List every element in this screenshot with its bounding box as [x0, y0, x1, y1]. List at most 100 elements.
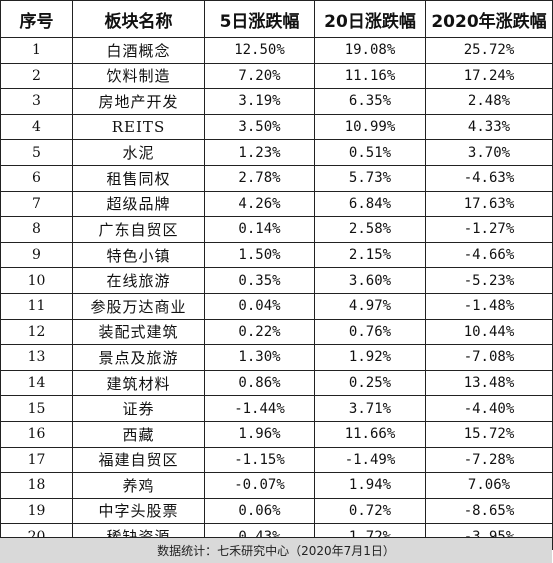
table-row: 19 中字头股票 0.06% 0.72% -8.65%	[0, 497, 553, 525]
cell-index: 7	[0, 190, 73, 218]
header-20day-change: 20日涨跌幅	[314, 0, 426, 38]
cell-20day-change: 0.76%	[314, 318, 426, 346]
cell-5day-change: 0.35%	[204, 267, 315, 294]
cell-index: 18	[0, 472, 73, 499]
cell-index: 16	[0, 420, 73, 448]
cell-5day-change: -1.44%	[204, 395, 315, 422]
cell-sector-name: 房地产开发	[72, 88, 205, 115]
cell-5day-change: 7.20%	[204, 62, 315, 90]
cell-index: 3	[0, 88, 73, 115]
cell-index: 2	[0, 62, 73, 90]
header-5day-change: 5日涨跌幅	[204, 0, 315, 38]
cell-index: 9	[0, 241, 73, 269]
cell-5day-change: 3.19%	[204, 88, 315, 115]
table-row: 15 证券 -1.44% 3.71% -4.40%	[0, 395, 553, 422]
source-footer: 数据统计：七禾研究中心（2020年7月1日）	[0, 537, 552, 563]
cell-5day-change: 3.50%	[204, 113, 315, 141]
cell-5day-change: 0.04%	[204, 292, 315, 320]
cell-20day-change: 0.72%	[314, 497, 426, 525]
table-row: 3 房地产开发 3.19% 6.35% 2.48%	[0, 88, 553, 115]
cell-2020-change: 25.72%	[425, 37, 553, 64]
cell-sector-name: REITS	[72, 113, 205, 141]
table-row: 9 特色小镇 1.50% 2.15% -4.66%	[0, 241, 553, 269]
cell-20day-change: 1.92%	[314, 344, 426, 371]
table-row: 4 REITS 3.50% 10.99% 4.33%	[0, 113, 553, 141]
cell-2020-change: 4.33%	[425, 113, 553, 141]
cell-20day-change: 10.99%	[314, 113, 426, 141]
cell-index: 8	[0, 216, 73, 243]
cell-5day-change: 0.22%	[204, 318, 315, 346]
cell-2020-change: 13.48%	[425, 369, 553, 397]
table-row: 11 参股万达商业 0.04% 4.97% -1.48%	[0, 292, 553, 320]
cell-sector-name: 参股万达商业	[72, 292, 205, 320]
cell-2020-change: -1.27%	[425, 216, 553, 243]
cell-2020-change: -8.65%	[425, 497, 553, 525]
cell-2020-change: 10.44%	[425, 318, 553, 346]
cell-20day-change: 11.16%	[314, 62, 426, 90]
cell-20day-change: 11.66%	[314, 420, 426, 448]
cell-20day-change: 6.35%	[314, 88, 426, 115]
cell-5day-change: 12.50%	[204, 37, 315, 64]
cell-2020-change: 3.70%	[425, 139, 553, 166]
cell-index: 15	[0, 395, 73, 422]
cell-index: 19	[0, 497, 73, 525]
cell-index: 6	[0, 164, 73, 192]
cell-20day-change: 3.60%	[314, 267, 426, 294]
sector-performance-table: 序号 板块名称 5日涨跌幅 20日涨跌幅 2020年涨跌幅 1 白酒概念 12.50…	[0, 0, 553, 550]
cell-5day-change: 0.86%	[204, 369, 315, 397]
table-row: 6 租售同权 2.78% 5.73% -4.63%	[0, 164, 553, 192]
cell-20day-change: 19.08%	[314, 37, 426, 64]
cell-20day-change: 2.58%	[314, 216, 426, 243]
table-row: 18 养鸡 -0.07% 1.94% 7.06%	[0, 472, 553, 499]
cell-5day-change: 4.26%	[204, 190, 315, 218]
cell-sector-name: 水泥	[72, 139, 205, 166]
cell-index: 11	[0, 292, 73, 320]
cell-20day-change: 4.97%	[314, 292, 426, 320]
cell-2020-change: -4.40%	[425, 395, 553, 422]
cell-sector-name: 中字头股票	[72, 497, 205, 525]
table-row: 2 饮料制造 7.20% 11.16% 17.24%	[0, 62, 553, 90]
header-row: 序号 板块名称 5日涨跌幅 20日涨跌幅 2020年涨跌幅	[0, 0, 553, 38]
cell-2020-change: 17.63%	[425, 190, 553, 218]
cell-20day-change: 0.25%	[314, 369, 426, 397]
cell-2020-change: -7.08%	[425, 344, 553, 371]
cell-sector-name: 证券	[72, 395, 205, 422]
cell-index: 5	[0, 139, 73, 166]
table-body: 1 白酒概念 12.50% 19.08% 25.72% 2 饮料制造 7.20% 11.16% 1…	[0, 37, 553, 550]
cell-sector-name: 在线旅游	[72, 267, 205, 294]
table-row: 1 白酒概念 12.50% 19.08% 25.72%	[0, 37, 553, 64]
cell-sector-name: 广东自贸区	[72, 216, 205, 243]
cell-20day-change: 0.51%	[314, 139, 426, 166]
cell-20day-change: 2.15%	[314, 241, 426, 269]
cell-5day-change: 1.30%	[204, 344, 315, 371]
cell-5day-change: -0.07%	[204, 472, 315, 499]
cell-5day-change: 0.06%	[204, 497, 315, 525]
cell-20day-change: 6.84%	[314, 190, 426, 218]
source-note: 数据统计：七禾研究中心（2020年7月1日）	[157, 544, 395, 558]
table-row: 13 景点及旅游 1.30% 1.92% -7.08%	[0, 344, 553, 371]
table-row: 12 装配式建筑 0.22% 0.76% 10.44%	[0, 318, 553, 346]
cell-sector-name: 特色小镇	[72, 241, 205, 269]
cell-index: 4	[0, 113, 73, 141]
cell-2020-change: 2.48%	[425, 88, 553, 115]
cell-sector-name: 装配式建筑	[72, 318, 205, 346]
cell-2020-change: -7.28%	[425, 446, 553, 474]
cell-20day-change: -1.49%	[314, 446, 426, 474]
cell-2020-change: 17.24%	[425, 62, 553, 90]
table-header: 序号 板块名称 5日涨跌幅 20日涨跌幅 2020年涨跌幅	[0, 0, 553, 38]
cell-sector-name: 超级品牌	[72, 190, 205, 218]
table-row: 7 超级品牌 4.26% 6.84% 17.63%	[0, 190, 553, 218]
header-index: 序号	[0, 0, 73, 38]
cell-index: 1	[0, 37, 73, 64]
cell-index: 13	[0, 344, 73, 371]
cell-2020-change: -1.48%	[425, 292, 553, 320]
header-2020-change: 2020年涨跌幅	[425, 0, 553, 38]
cell-sector-name: 租售同权	[72, 164, 205, 192]
cell-2020-change: -5.23%	[425, 267, 553, 294]
cell-20day-change: 3.71%	[314, 395, 426, 422]
table-row: 5 水泥 1.23% 0.51% 3.70%	[0, 139, 553, 166]
table-row: 16 西藏 1.96% 11.66% 15.72%	[0, 420, 553, 448]
cell-5day-change: 1.96%	[204, 420, 315, 448]
cell-5day-change: 1.50%	[204, 241, 315, 269]
